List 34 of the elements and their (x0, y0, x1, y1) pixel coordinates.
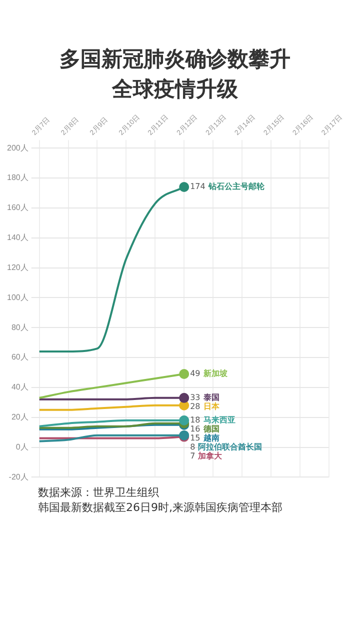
data-label: 7 (190, 451, 196, 460)
text: 韩国最新数据截至26日9时,来源韩国疾病管理本部 (38, 500, 284, 515)
series-label: 德国 (202, 424, 220, 434)
data-label: 49 (190, 369, 200, 378)
source-note: 数据来源：世界卫生组织 (38, 485, 160, 500)
y-tick-label: 60人 (11, 352, 28, 362)
data-label: 8 (190, 442, 196, 452)
data-label: 33 (190, 392, 200, 402)
y-tick-label: 200人 (6, 143, 28, 152)
y-tick-label: 180人 (6, 173, 28, 182)
data-label: 16 (190, 424, 200, 434)
y-tick-label: 20人 (11, 412, 28, 422)
y-tick-label: -20人 (8, 472, 28, 482)
y-tick-label: 120人 (6, 262, 28, 272)
series-label: 新加坡 (202, 368, 228, 378)
data-label: 28 (190, 402, 200, 411)
chart-subtitle: 全球疫情升级 (110, 76, 239, 103)
text: 钻石公主号邮轮 (207, 181, 266, 192)
data-label: 15 (190, 433, 200, 442)
series-label: 日本 (203, 402, 220, 411)
y-tick-label: 80人 (11, 322, 28, 332)
data-label: 18 (190, 415, 200, 424)
text: 加拿大 (197, 451, 224, 460)
series-label: 泰国 (202, 392, 220, 402)
y-tick-label: 0人 (16, 442, 28, 452)
y-tick-label: 140人 (6, 233, 28, 242)
y-tick-label: 40人 (11, 382, 28, 392)
chart-title: 多国新冠肺炎确诊数攀升 (58, 46, 292, 73)
text: 越南 (202, 433, 220, 442)
series-label: 马来西亚 (203, 415, 236, 424)
y-tick-label: 160人 (6, 203, 28, 212)
series-label: 阿拉伯联合酋长国 (198, 442, 262, 452)
y-tick-label: 100人 (6, 292, 28, 302)
data-label: 174 (190, 182, 206, 192)
